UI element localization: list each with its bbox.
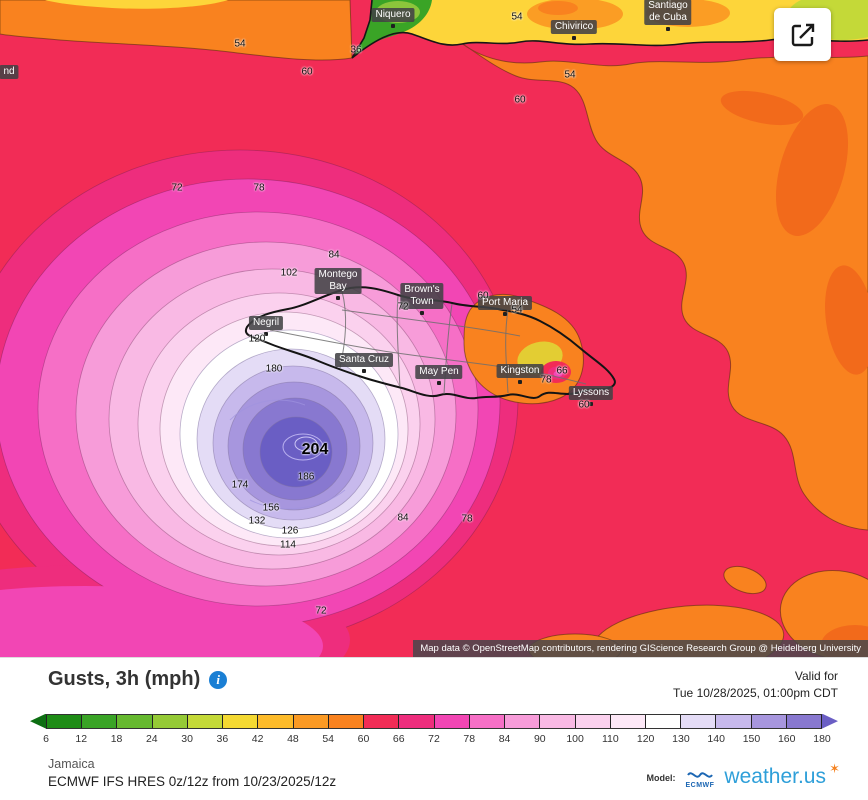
legend-segment bbox=[644, 714, 681, 728]
legend-tick-label: 30 bbox=[181, 732, 193, 745]
legend-tick-label: 150 bbox=[742, 732, 761, 745]
share-icon bbox=[791, 23, 814, 46]
layer-title: Gusts, 3h (mph) bbox=[48, 668, 201, 690]
legend-tick-label: 54 bbox=[322, 732, 335, 745]
legend-segment bbox=[186, 714, 223, 728]
legend-tick-label: 160 bbox=[777, 732, 796, 745]
scale-segments bbox=[46, 713, 823, 729]
weather-us-logo[interactable]: weather.us ✶ bbox=[724, 761, 840, 789]
legend-segment bbox=[292, 714, 328, 728]
legend-tick-label: 60 bbox=[357, 732, 370, 745]
ecmwf-logo-text: ECMWF bbox=[685, 781, 715, 789]
legend-tick-label: 120 bbox=[636, 732, 655, 745]
legend-segment bbox=[222, 714, 258, 728]
legend-tick-label: 42 bbox=[251, 732, 264, 745]
legend-segment bbox=[504, 714, 540, 728]
legend-tick-label: 24 bbox=[145, 732, 158, 745]
legend-segment bbox=[46, 714, 82, 728]
color-scale-bar bbox=[30, 713, 838, 729]
gust-forecast-map[interactable]: Niquero Chivirico Santiago de Cuba Montego … bbox=[0, 0, 868, 657]
valid-time: Tue 10/28/2025, 01:00pm CDT bbox=[673, 685, 838, 700]
legend-segment bbox=[539, 714, 575, 728]
scale-arrow-left bbox=[30, 713, 46, 729]
legend-segment bbox=[609, 714, 645, 728]
legend-tick-label: 90 bbox=[533, 732, 546, 745]
legend-tick-label: 66 bbox=[392, 732, 405, 745]
scale-tick-labels: 6 12 18 24 30 36 42 48 54 60 66 72 78 84 90 100 110 120 13… bbox=[43, 732, 831, 747]
legend-tick-label: 180 bbox=[813, 732, 831, 745]
share-button[interactable] bbox=[774, 8, 831, 61]
ecmwf-logo-icon bbox=[687, 771, 713, 778]
legend-tick-label: 12 bbox=[75, 732, 88, 745]
scale-arrow-right bbox=[822, 713, 838, 729]
contour-map-canvas bbox=[0, 0, 868, 657]
legend-segment bbox=[715, 714, 751, 728]
legend-segment bbox=[327, 714, 364, 728]
legend-segment bbox=[750, 714, 786, 728]
legend-tick-label: 110 bbox=[601, 732, 619, 745]
legend-segment bbox=[398, 714, 434, 728]
legend-tick-label: 6 bbox=[43, 732, 49, 745]
legend-tick-label: 100 bbox=[566, 732, 584, 745]
sun-star-icon: ✶ bbox=[829, 760, 840, 776]
legend-tick-label: 48 bbox=[287, 732, 299, 745]
legend-tick-label: 140 bbox=[707, 732, 725, 745]
legend-segment bbox=[433, 714, 469, 728]
model-label: Model: bbox=[646, 772, 676, 783]
region-label: Jamaica bbox=[48, 756, 95, 771]
legend-segment bbox=[363, 714, 399, 728]
legend-segment bbox=[81, 714, 117, 728]
legend-segment bbox=[116, 714, 152, 728]
legend-tick-label: 84 bbox=[498, 732, 511, 745]
legend-segment bbox=[468, 714, 505, 728]
map-attribution: Map data © OpenStreetMap contributors, r… bbox=[413, 640, 868, 657]
legend-tick-label: 72 bbox=[428, 732, 440, 745]
legend-tick-label: 130 bbox=[672, 732, 690, 745]
ecmwf-logo: ECMWF bbox=[685, 768, 714, 789]
valid-for-label: Valid for bbox=[794, 669, 838, 683]
legend-panel: Gusts, 3h (mph) i Valid for Tue 10/28/20… bbox=[0, 657, 868, 800]
legend-tick-label: 78 bbox=[463, 732, 476, 745]
legend-tick-label: 36 bbox=[216, 732, 229, 745]
info-icon[interactable]: i bbox=[209, 670, 228, 689]
legend-segment bbox=[680, 714, 716, 728]
legend-segment bbox=[151, 714, 187, 728]
weather-us-logo-text: weather.us bbox=[724, 764, 826, 788]
legend-segment bbox=[785, 714, 823, 728]
model-run-label: ECMWF IFS HRES 0z/12z from 10/23/2025/12… bbox=[48, 773, 337, 789]
legend-segment bbox=[257, 714, 293, 728]
legend-segment bbox=[574, 714, 610, 728]
legend-tick-label: 18 bbox=[110, 732, 123, 745]
